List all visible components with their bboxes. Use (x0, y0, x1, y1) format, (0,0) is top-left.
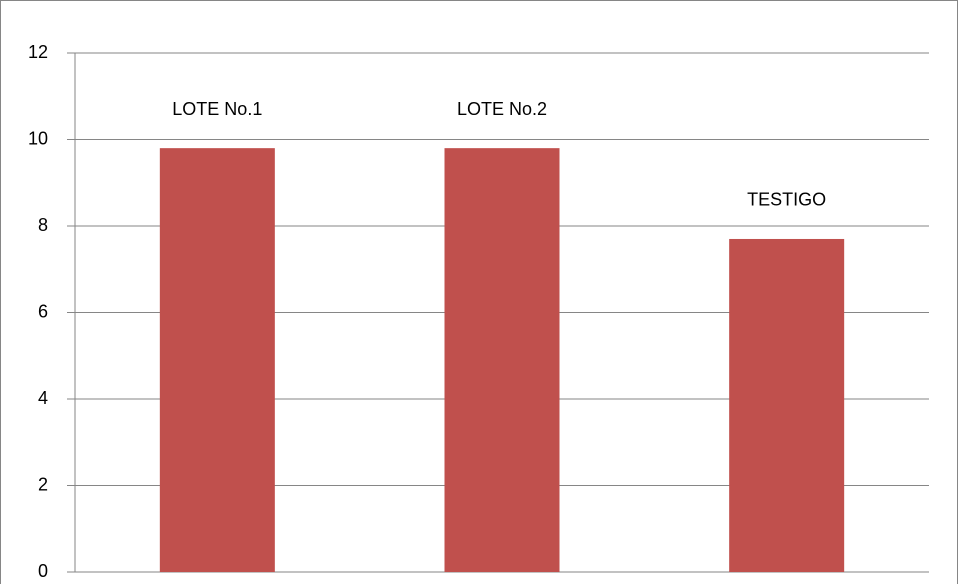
y-tick-label: 10 (28, 128, 48, 148)
y-tick-label: 6 (38, 301, 48, 321)
bar (159, 148, 275, 572)
category-label: TESTIGO (747, 190, 826, 210)
y-tick-label: 0 (38, 561, 48, 581)
y-tick-label: 2 (38, 474, 48, 494)
category-label: LOTE No.1 (172, 99, 262, 119)
y-tick-label: 8 (38, 215, 48, 235)
y-tick-label: 4 (38, 388, 48, 408)
y-tick-label: 12 (28, 42, 48, 62)
category-label: LOTE No.2 (457, 99, 547, 119)
bar (729, 238, 845, 572)
bar (444, 148, 560, 572)
